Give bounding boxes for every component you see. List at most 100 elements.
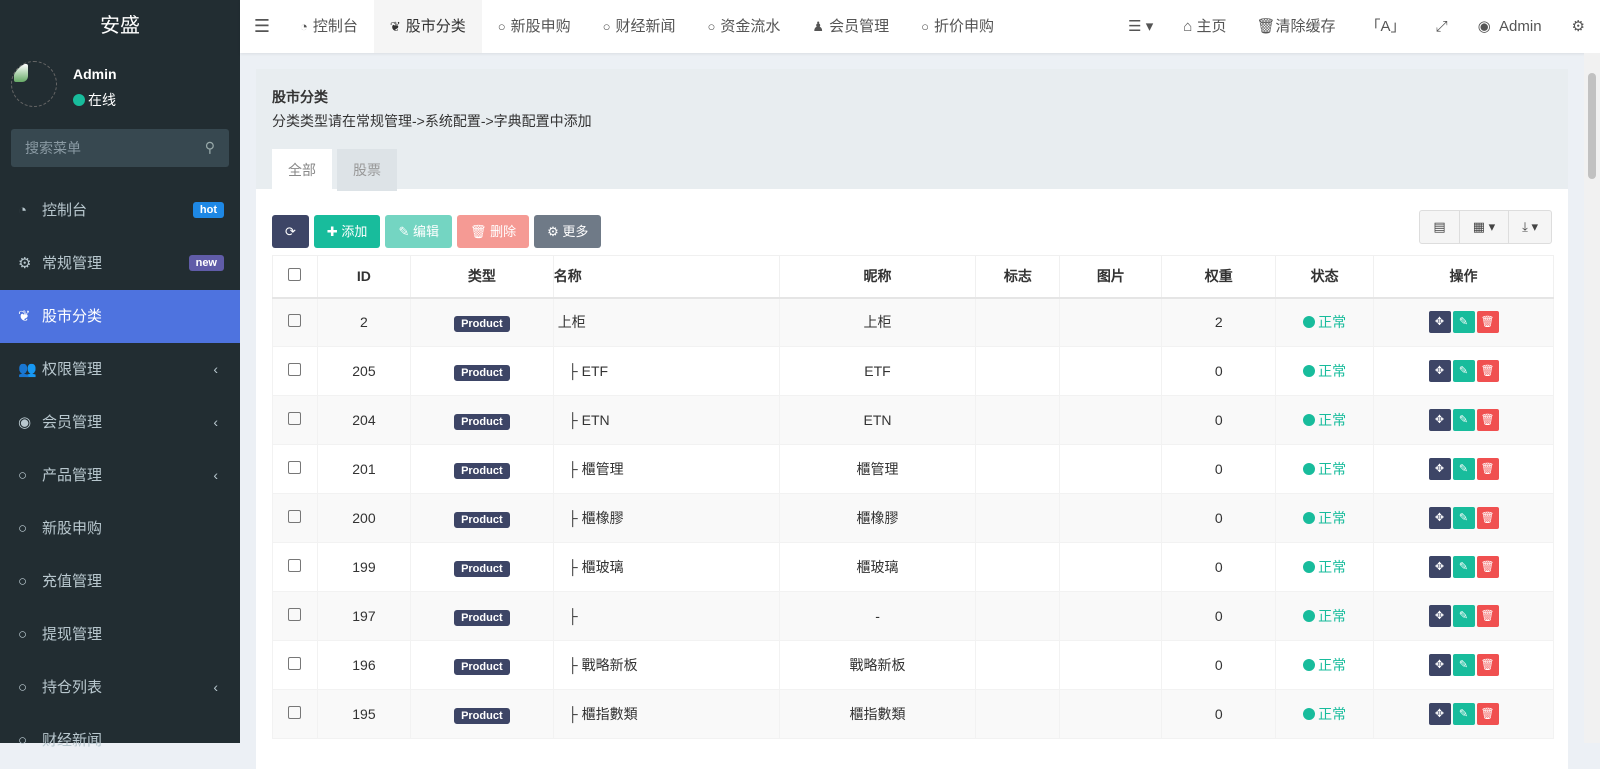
- edit-row-icon[interactable]: ✎: [1452, 360, 1475, 382]
- edit-row-icon[interactable]: ✎: [1452, 507, 1475, 529]
- clear-cache-button[interactable]: 🗑清除缓存: [1241, 0, 1350, 53]
- export-icon[interactable]: ⤓ ▾: [1508, 211, 1551, 243]
- refresh-button[interactable]: ⟳: [272, 215, 309, 248]
- settings-icon[interactable]: ⚙: [1571, 18, 1585, 35]
- scrollbar-thumb[interactable]: [1588, 73, 1596, 179]
- column-header[interactable]: ID: [316, 255, 411, 299]
- delete-row-icon[interactable]: 🗑: [1476, 507, 1499, 529]
- row-select[interactable]: [272, 640, 318, 690]
- column-header[interactable]: 权重: [1161, 255, 1277, 299]
- sidebar-item-5[interactable]: ○ 产品管理 ‹: [0, 449, 240, 502]
- sidebar-item-8[interactable]: ○ 提现管理: [0, 608, 240, 661]
- sidebar-item-1[interactable]: ⚙ 常规管理 new: [0, 237, 240, 290]
- row-select[interactable]: [272, 346, 318, 396]
- row-checkbox[interactable]: [288, 706, 302, 719]
- delete-row-icon[interactable]: 🗑: [1476, 605, 1499, 627]
- nav-tab-6[interactable]: ○ 折价申购: [905, 0, 1010, 53]
- drag-move-icon[interactable]: ✥: [1428, 360, 1451, 382]
- edit-row-icon[interactable]: ✎: [1452, 556, 1475, 578]
- nav-tab-4[interactable]: ○ 资金流水: [692, 0, 797, 53]
- edit-row-icon[interactable]: ✎: [1452, 703, 1475, 725]
- table-row[interactable]: 201 Product ├ 櫃管理 櫃管理 0 正常 ✥ ✎ 🗑: [272, 444, 1554, 494]
- table-row[interactable]: 204 Product ├ ETN ETN 0 正常 ✥ ✎ 🗑: [272, 395, 1554, 445]
- nav-tab-0[interactable]: ◔ 控制台: [284, 0, 374, 53]
- columns-icon[interactable]: ▦ ▾: [1458, 211, 1508, 243]
- home-link[interactable]: ⌂ 主页: [1168, 0, 1241, 53]
- column-header[interactable]: 标志: [975, 255, 1061, 299]
- edit-row-icon[interactable]: ✎: [1452, 605, 1475, 627]
- delete-row-icon[interactable]: 🗑: [1476, 311, 1499, 334]
- delete-row-icon[interactable]: 🗑: [1476, 556, 1499, 578]
- delete-row-icon[interactable]: 🗑: [1476, 458, 1499, 480]
- drag-move-icon[interactable]: ✥: [1428, 654, 1451, 676]
- edit-button[interactable]: ✎ 编辑: [385, 215, 452, 248]
- sidebar-item-10[interactable]: ○ 财经新闻: [0, 714, 240, 767]
- nav-tab-3[interactable]: ○ 财经新闻: [587, 0, 692, 53]
- drag-move-icon[interactable]: ✥: [1428, 556, 1451, 578]
- row-checkbox[interactable]: [288, 559, 302, 572]
- row-checkbox[interactable]: [288, 314, 302, 328]
- sidebar-item-2[interactable]: ❦ 股市分类: [0, 290, 240, 343]
- delete-row-icon[interactable]: 🗑: [1476, 654, 1499, 676]
- row-select[interactable]: [272, 297, 318, 347]
- table-row[interactable]: 205 Product ├ ETF ETF 0 正常 ✥ ✎ 🗑: [272, 346, 1554, 396]
- delete-row-icon[interactable]: 🗑: [1476, 703, 1499, 725]
- row-checkbox[interactable]: [288, 608, 302, 621]
- search-icon[interactable]: ⚲: [204, 139, 215, 155]
- sidebar-item-4[interactable]: ◉ 会员管理 ‹: [0, 396, 240, 449]
- user-menu[interactable]: ◉ Admin: [1463, 0, 1557, 53]
- edit-row-icon[interactable]: ✎: [1452, 458, 1475, 480]
- row-select[interactable]: [272, 395, 318, 445]
- table-row[interactable]: 200 Product ├ 櫃橡膠 櫃橡膠 0 正常 ✥ ✎ 🗑: [272, 493, 1554, 543]
- menu-search-input[interactable]: [11, 129, 229, 167]
- drag-move-icon[interactable]: ✥: [1428, 458, 1451, 480]
- row-select[interactable]: [272, 444, 318, 494]
- add-button[interactable]: ✚ 添加: [313, 215, 381, 248]
- sidebar-item-6[interactable]: ○ 新股申购: [0, 502, 240, 555]
- drag-move-icon[interactable]: ✥: [1428, 507, 1451, 529]
- delete-row-icon[interactable]: 🗑: [1476, 409, 1499, 431]
- nav-tab-1[interactable]: ❦ 股市分类: [373, 0, 482, 53]
- sidebar-item-9[interactable]: ○ 持仓列表 ‹: [0, 661, 240, 714]
- select-all[interactable]: [272, 255, 318, 299]
- delete-button[interactable]: 🗑 删除: [456, 215, 530, 248]
- column-header[interactable]: 类型: [409, 255, 554, 299]
- row-select[interactable]: [272, 493, 318, 543]
- row-checkbox[interactable]: [288, 363, 302, 376]
- drag-move-icon[interactable]: ✥: [1428, 605, 1451, 627]
- table-row[interactable]: 199 Product ├ 櫃玻璃 櫃玻璃 0 正常 ✥ ✎ 🗑: [272, 542, 1554, 592]
- column-header[interactable]: 名称: [552, 255, 780, 299]
- table-row[interactable]: 196 Product ├ 戰略新板 戰略新板 0 正常 ✥ ✎ 🗑: [272, 640, 1554, 690]
- list-dropdown-icon[interactable]: ☰ ▾: [1128, 18, 1154, 35]
- row-select[interactable]: [272, 542, 318, 592]
- logo[interactable]: 安盛: [100, 15, 140, 37]
- sidebar-item-3[interactable]: 👥 权限管理 ‹: [0, 343, 240, 396]
- table-row[interactable]: 195 Product ├ 櫃指數類 櫃指數類 0 正常 ✥ ✎ 🗑: [272, 689, 1554, 739]
- table-row[interactable]: 197 Product ├ - 0 正常 ✥ ✎ 🗑: [272, 591, 1554, 641]
- drag-move-icon[interactable]: ✥: [1428, 703, 1451, 725]
- row-checkbox[interactable]: [288, 461, 302, 474]
- sidebar-item-7[interactable]: ○ 充值管理: [0, 555, 240, 608]
- tab-stock[interactable]: 股票: [337, 149, 397, 191]
- delete-row-icon[interactable]: 🗑: [1476, 360, 1499, 382]
- column-header[interactable]: 状态: [1275, 255, 1375, 299]
- scrollbar[interactable]: [1584, 53, 1600, 743]
- more-button[interactable]: ⚙ 更多: [534, 215, 602, 248]
- column-header[interactable]: 操作: [1373, 255, 1554, 299]
- row-checkbox[interactable]: [288, 412, 302, 425]
- row-checkbox[interactable]: [288, 510, 302, 523]
- row-select[interactable]: [272, 689, 318, 739]
- drag-move-icon[interactable]: ✥: [1428, 409, 1451, 431]
- toggle-view-icon[interactable]: ▤: [1433, 219, 1446, 234]
- select-all-checkbox[interactable]: [288, 268, 302, 282]
- fullscreen-icon[interactable]: ⤢: [1435, 18, 1448, 35]
- hamburger-icon[interactable]: ☰: [253, 16, 271, 36]
- column-header[interactable]: 图片: [1059, 255, 1163, 299]
- language-icon[interactable]: 「A」: [1365, 18, 1406, 35]
- edit-row-icon[interactable]: ✎: [1452, 654, 1475, 676]
- tab-all[interactable]: 全部: [272, 149, 332, 191]
- row-select[interactable]: [272, 591, 318, 641]
- nav-tab-5[interactable]: ♟ 会员管理: [796, 0, 905, 53]
- sidebar-item-0[interactable]: ◔ 控制台 hot: [0, 184, 240, 237]
- edit-row-icon[interactable]: ✎: [1452, 311, 1475, 334]
